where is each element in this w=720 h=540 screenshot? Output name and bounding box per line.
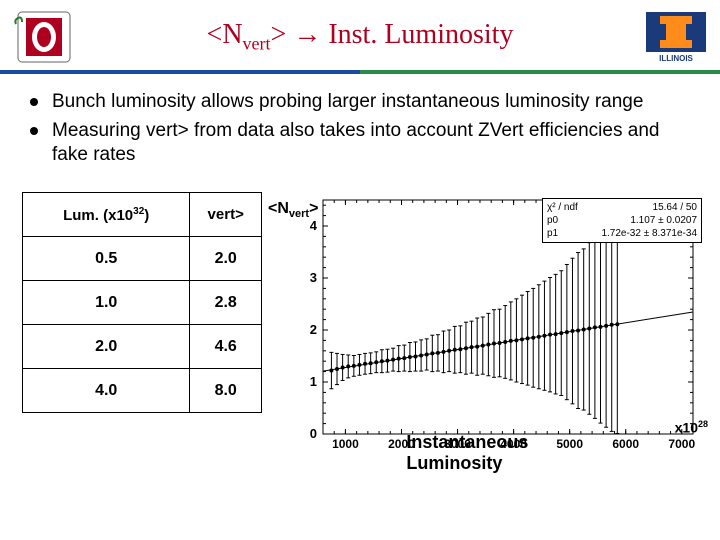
header-divider [0,70,720,74]
table-cell: 8.0 [190,369,262,413]
svg-text:1000: 1000 [332,437,359,451]
table-header: vert> [190,193,262,237]
svg-text:0: 0 [310,426,317,441]
chart-xlabel: Instantaneous Luminosity [406,432,608,474]
chart-ylabel: <Nvert> [268,200,318,220]
svg-text:3: 3 [310,270,317,285]
svg-text:4: 4 [310,218,318,233]
table-cell: 2.0 [190,237,262,281]
svg-text:7000: 7000 [668,437,695,451]
bullet-item: Bunch luminosity allows probing larger i… [30,90,690,115]
chart-xunit: x1028 [675,419,708,436]
bullet-item: Measuring vert> from data also takes int… [30,119,690,168]
svg-text:2: 2 [310,322,317,337]
table-cell: 4.6 [190,325,262,369]
svg-text:1: 1 [310,374,317,389]
table-header: Lum. (x1032) [23,193,190,237]
bullet-text: Measuring vert> from data also takes int… [52,119,690,168]
table-cell: 2.0 [23,325,190,369]
luminosity-table: Lum. (x1032) vert> 0.52.01.02.82.04.64.0… [22,192,262,413]
ohio-state-logo [12,10,76,64]
fit-statbox: χ² / ndf15.64 / 50p01.107 ± 0.0207p11.72… [542,198,702,243]
svg-text:6000: 6000 [612,437,639,451]
nvert-vs-luminosity-chart: <Nvert> χ² / ndf15.64 / 50p01.107 ± 0.02… [270,192,710,472]
illinois-logo: ILLINOIS [644,10,708,64]
table-row: 0.52.0 [23,237,262,281]
table-row: 1.02.8 [23,281,262,325]
bullet-dot-icon [30,98,38,106]
table-cell: 1.0 [23,281,190,325]
table-cell: 2.8 [190,281,262,325]
slide-header: <Nvert> → Inst. Luminosity ILLINOIS [0,0,720,70]
table-row: 2.04.6 [23,325,262,369]
bullet-dot-icon [30,127,38,135]
svg-text:ILLINOIS: ILLINOIS [659,54,693,63]
slide-title: <Nvert> → Inst. Luminosity [76,19,644,55]
bullet-text: Bunch luminosity allows probing larger i… [52,90,643,115]
bullet-list: Bunch luminosity allows probing larger i… [0,76,720,182]
table-row: 4.08.0 [23,369,262,413]
table-cell: 0.5 [23,237,190,281]
table-cell: 4.0 [23,369,190,413]
